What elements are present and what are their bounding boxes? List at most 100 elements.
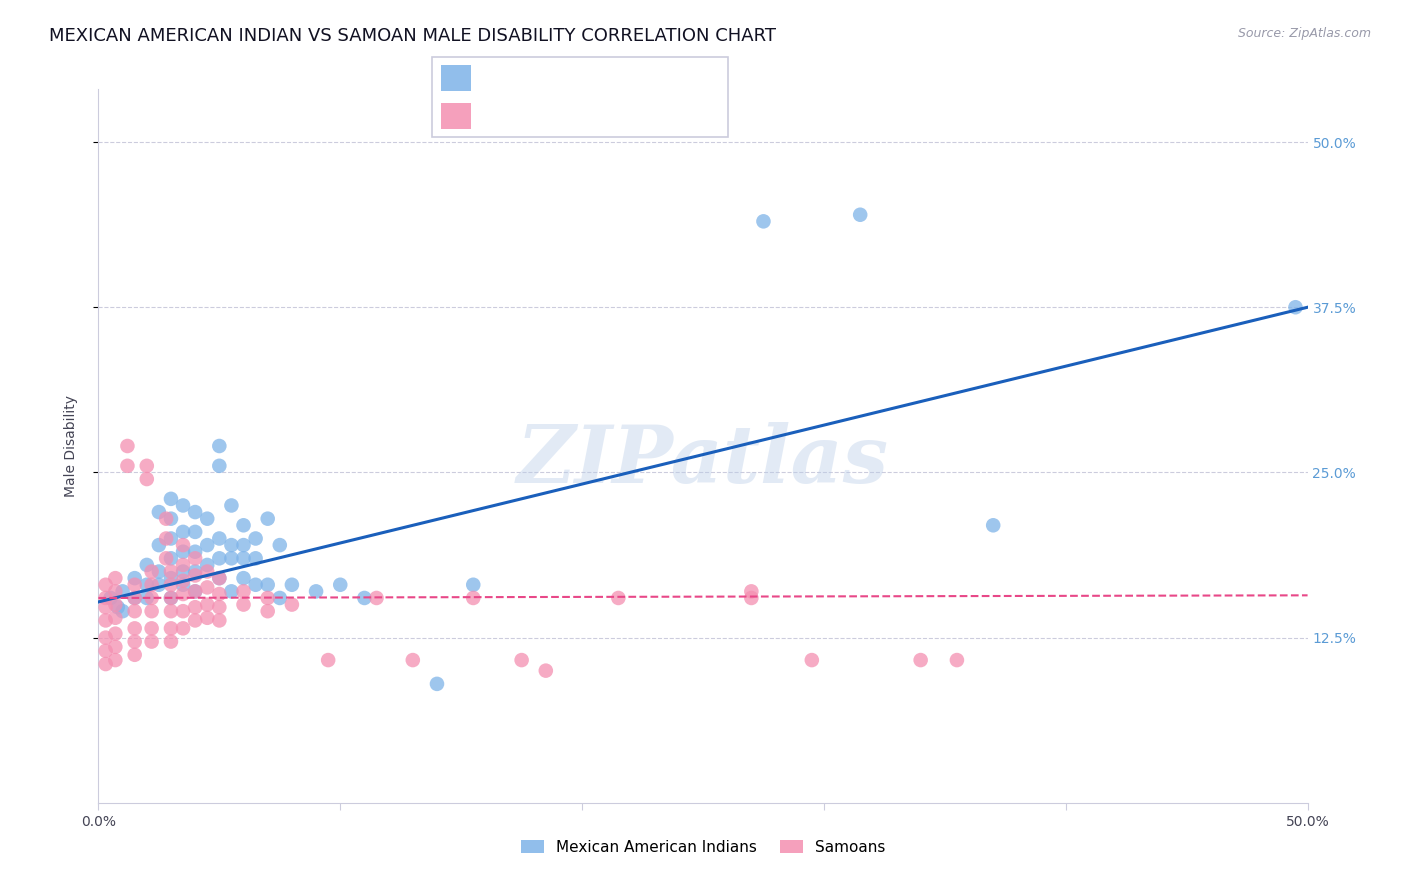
Point: [184, 614, 207, 628]
Point: [232, 518, 254, 533]
Point: [910, 653, 932, 667]
Point: [208, 600, 231, 615]
Point: [172, 558, 194, 572]
Point: [184, 584, 207, 599]
Point: [245, 532, 267, 546]
Point: [111, 604, 134, 618]
Point: [141, 604, 163, 618]
Point: [172, 565, 194, 579]
Point: [104, 571, 127, 585]
Point: [104, 653, 127, 667]
Point: [104, 598, 127, 612]
Point: [124, 591, 146, 605]
Point: [184, 551, 207, 566]
Point: [172, 545, 194, 559]
Point: [402, 653, 425, 667]
Point: [160, 551, 183, 566]
Point: [160, 578, 183, 592]
Point: [155, 551, 177, 566]
Point: [256, 604, 278, 618]
Point: [124, 634, 146, 648]
Point: [353, 591, 375, 605]
Point: [232, 584, 254, 599]
Point: [184, 545, 207, 559]
Point: [141, 578, 163, 592]
Point: [981, 518, 1004, 533]
Point: [463, 591, 485, 605]
Text: N =: N =: [602, 107, 638, 125]
Point: [195, 511, 218, 525]
Point: [195, 558, 218, 572]
Point: [256, 591, 278, 605]
Point: [305, 584, 328, 599]
Point: [184, 584, 207, 599]
Point: [160, 604, 183, 618]
Point: [124, 621, 146, 635]
Text: R =: R =: [481, 70, 516, 87]
Point: [160, 565, 183, 579]
Point: [184, 568, 207, 582]
Point: [195, 598, 218, 612]
Point: [141, 634, 163, 648]
Point: [124, 578, 146, 592]
Point: [160, 532, 183, 546]
Point: [148, 565, 170, 579]
Point: [281, 598, 304, 612]
Text: 61: 61: [647, 70, 669, 87]
Point: [1284, 300, 1306, 314]
Point: [160, 591, 183, 605]
Point: [135, 558, 157, 572]
Point: [172, 524, 194, 539]
Point: [124, 571, 146, 585]
Legend: Mexican American Indians, Samoans: Mexican American Indians, Samoans: [516, 835, 890, 859]
Point: [124, 648, 146, 662]
Point: [256, 511, 278, 525]
Point: [160, 621, 183, 635]
Point: [208, 439, 231, 453]
Point: [534, 664, 557, 678]
Point: [208, 551, 231, 566]
Point: [117, 458, 139, 473]
Point: [104, 626, 127, 640]
Point: [94, 631, 117, 645]
Point: [160, 491, 183, 506]
Point: [946, 653, 969, 667]
Point: [135, 578, 157, 592]
Point: [135, 472, 157, 486]
Point: [195, 611, 218, 625]
Point: [269, 591, 291, 605]
Y-axis label: Male Disability: Male Disability: [63, 395, 77, 497]
Text: 0.004: 0.004: [526, 107, 578, 125]
Point: [232, 571, 254, 585]
Point: [160, 511, 183, 525]
Point: [135, 458, 157, 473]
Point: [172, 604, 194, 618]
Point: [184, 505, 207, 519]
Point: [245, 578, 267, 592]
Point: [148, 578, 170, 592]
Point: [94, 578, 117, 592]
Point: [172, 538, 194, 552]
Point: [463, 578, 485, 592]
Bar: [441, 65, 471, 92]
Point: [135, 591, 157, 605]
Point: [208, 532, 231, 546]
Point: [256, 578, 278, 592]
Point: [172, 621, 194, 635]
Text: Source: ZipAtlas.com: Source: ZipAtlas.com: [1237, 27, 1371, 40]
Point: [94, 614, 117, 628]
Point: [366, 591, 388, 605]
Point: [195, 581, 218, 595]
Point: [329, 578, 352, 592]
Point: [221, 538, 243, 552]
Point: [172, 578, 194, 592]
Point: [160, 571, 183, 585]
Point: [232, 551, 254, 566]
Point: [740, 591, 762, 605]
Point: [117, 439, 139, 453]
Point: [245, 551, 267, 566]
Point: [208, 614, 231, 628]
FancyBboxPatch shape: [432, 57, 728, 137]
Point: [124, 591, 146, 605]
Point: [740, 584, 762, 599]
